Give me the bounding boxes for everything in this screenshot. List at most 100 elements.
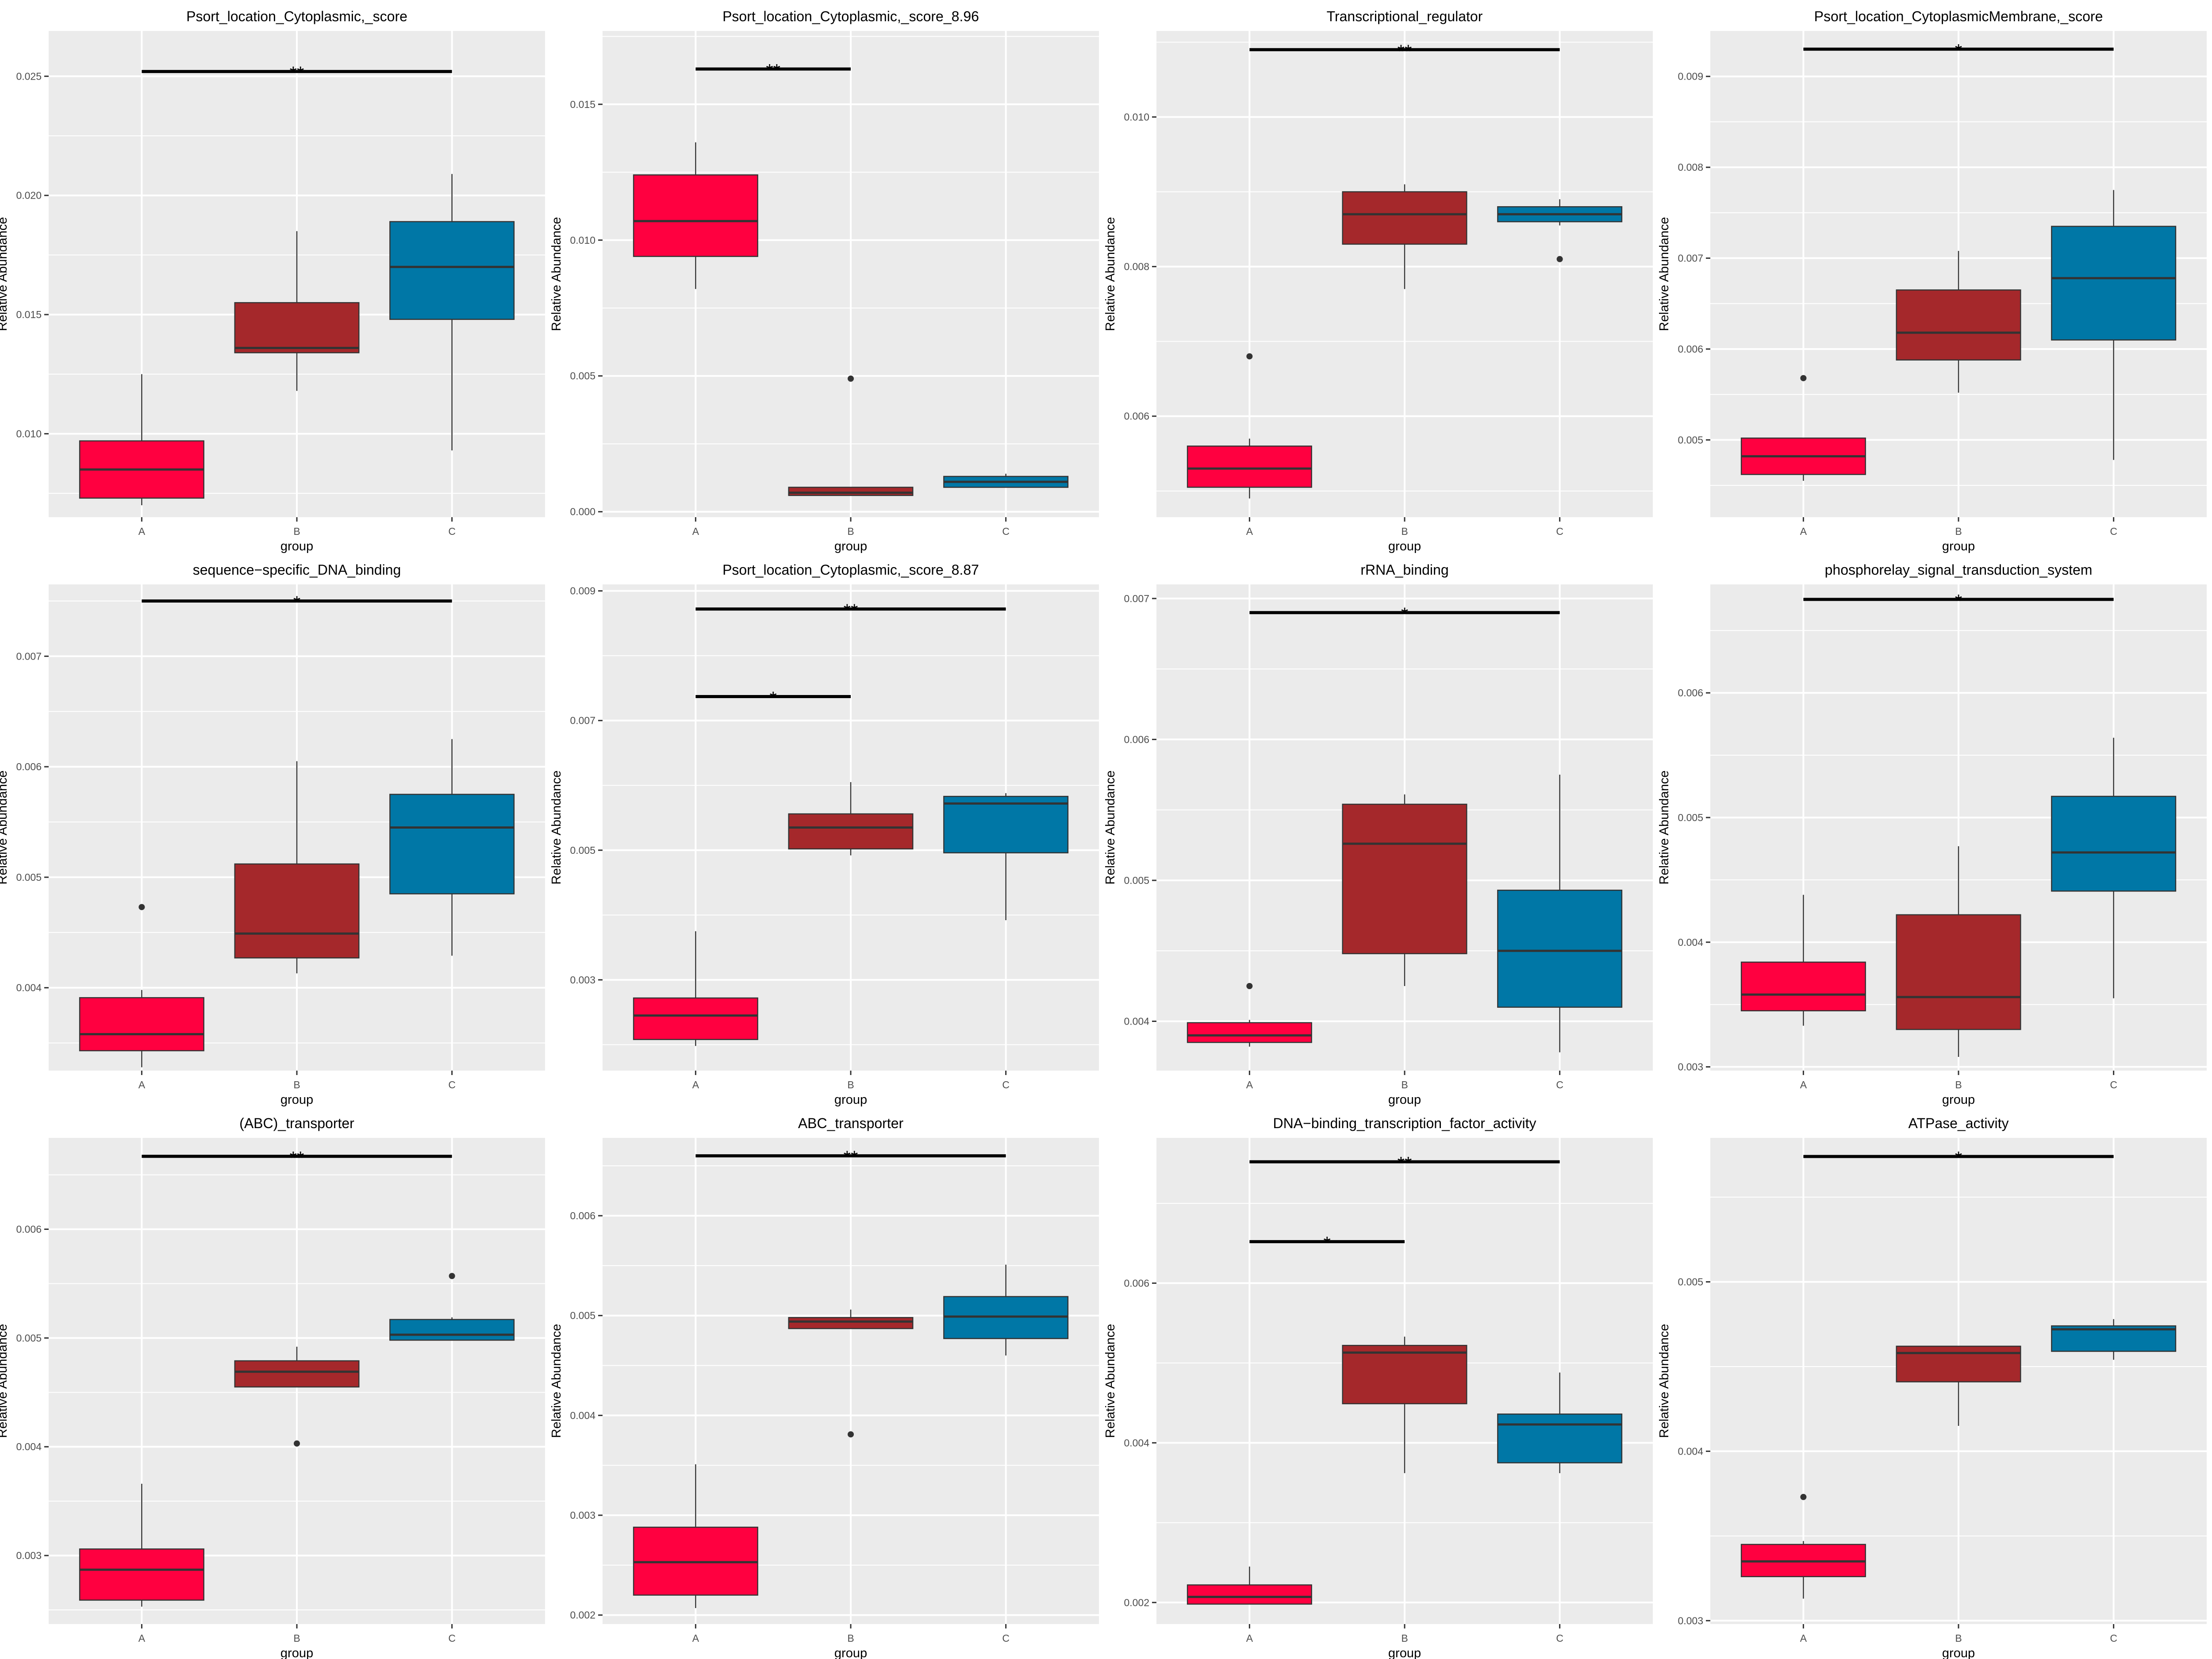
x-tick-label: C [1556,1632,1563,1644]
box-body [234,302,360,353]
box-group-b [788,782,914,856]
y-tick-label: 0.005 [16,1332,42,1344]
y-tick-label: 0.007 [1678,253,1703,264]
significance-label: ** [290,1148,304,1168]
y-tick-label: 0.004 [1678,1445,1703,1457]
x-tick-label: C [1002,1632,1010,1644]
x-tick-label: B [1401,526,1408,537]
y-tick-label: 0.008 [1124,261,1149,273]
x-axis-label: group [1942,539,1975,553]
x-axis-label: group [834,539,867,553]
x-axis-label: group [1942,1646,1975,1659]
x-axis-label: group [1388,1646,1421,1659]
y-tick-label: 0.002 [570,1609,595,1621]
y-tick-label: 0.005 [1678,434,1703,445]
box-group-c [1497,775,1623,1052]
y-axis-label: Relative Abundance [549,217,564,331]
chart-panel: 0.005 0.006 0.007 0.008 0.009 A B C * Psort_locat… [1657,8,2207,553]
box-body [389,1319,515,1341]
significance-label: * [770,688,777,709]
y-tick-label: 0.004 [16,1441,42,1452]
y-tick-label: 0.020 [16,190,42,201]
chart-panel: 0.000 0.005 0.010 0.015 A B C ** Psort_location_… [549,8,1099,553]
x-tick-label: C [1002,1079,1010,1091]
chart-panel: 0.010 0.015 0.020 0.025 A B C ** Psort_location_… [0,8,545,553]
x-tick-label: B [1401,1632,1408,1644]
significance-label: ** [1398,1153,1412,1174]
y-tick-label: 0.004 [1124,1016,1149,1027]
x-tick-label: A [138,1632,146,1644]
box-body [1896,914,2021,1030]
x-tick-label: C [448,1632,456,1644]
y-tick-label: 0.004 [1678,937,1703,948]
y-tick-label: 0.005 [570,845,595,856]
box-group-a [633,931,758,1046]
y-axis-label: Relative Abundance [1657,771,1671,885]
chart-title: Psort_location_Cytoplasmic,_score [186,8,407,24]
x-tick-label: A [1800,1079,1807,1091]
y-tick-label: 0.003 [1678,1061,1703,1073]
x-tick-label: B [1401,1079,1408,1091]
x-tick-label: B [847,526,854,537]
box-body [633,997,758,1040]
x-tick-label: A [138,1079,146,1091]
x-tick-label: B [1955,1079,1962,1091]
significance-label: * [1401,604,1408,625]
x-tick-label: A [692,1079,699,1091]
outlier-point [1556,256,1563,262]
box-group-b [1342,1336,1467,1473]
y-axis-label: Relative Abundance [0,217,10,331]
y-tick-label: 0.006 [1124,1277,1149,1289]
x-tick-label: A [1800,526,1807,537]
box-body [2051,226,2177,341]
x-tick-label: B [847,1632,854,1644]
y-tick-label: 0.005 [1678,812,1703,823]
x-tick-label: B [293,1632,300,1644]
y-axis-label: Relative Abundance [1103,1324,1118,1438]
box-group-c [2051,737,2177,998]
box-body [633,174,758,257]
box-group-b [234,231,360,391]
x-tick-label: C [448,1079,456,1091]
box-group-c [389,174,515,451]
chart-title: sequence−specific_DNA_binding [193,562,401,578]
y-axis-label: Relative Abundance [0,771,10,885]
y-tick-label: 0.004 [570,1409,595,1421]
box-group-a [79,1483,204,1607]
y-tick-label: 0.006 [1678,687,1703,699]
y-tick-label: 0.007 [16,650,42,662]
box-group-c [2051,1319,2177,1360]
y-tick-label: 0.015 [16,309,42,320]
y-tick-label: 0.005 [1678,1276,1703,1287]
outlier-point [1246,983,1253,989]
y-tick-label: 0.003 [570,974,595,986]
x-tick-label: C [448,526,456,537]
box-body [1187,1022,1312,1043]
box-body [389,221,515,320]
box-body [79,997,204,1052]
y-axis-label: Relative Abundance [549,771,564,885]
box-group-c [1497,1372,1623,1473]
x-tick-label: C [1556,1079,1563,1091]
box-body [234,1360,360,1388]
box-group-b [788,375,914,496]
x-tick-label: C [2110,1632,2117,1644]
box-group-b [1896,1345,2021,1426]
y-tick-label: 0.009 [1678,71,1703,82]
y-axis-label: Relative Abundance [1103,217,1118,331]
box-group-b [234,1347,360,1447]
chart-title: rRNA_binding [1360,562,1448,578]
chart-panel: 0.003 0.004 0.005 0.006 A B C ** (ABC)_transport… [0,1115,545,1659]
x-tick-label: C [2110,1079,2117,1091]
box-group-a [633,1464,758,1608]
outlier-point [449,1273,455,1279]
y-tick-label: 0.010 [1124,111,1149,123]
box-group-b [1896,251,2021,393]
x-tick-label: A [692,526,699,537]
y-tick-label: 0.006 [1124,411,1149,422]
outlier-point [138,904,145,910]
box-group-b [234,761,360,974]
significance-label: * [1955,1148,1962,1168]
x-tick-label: A [1800,1632,1807,1644]
